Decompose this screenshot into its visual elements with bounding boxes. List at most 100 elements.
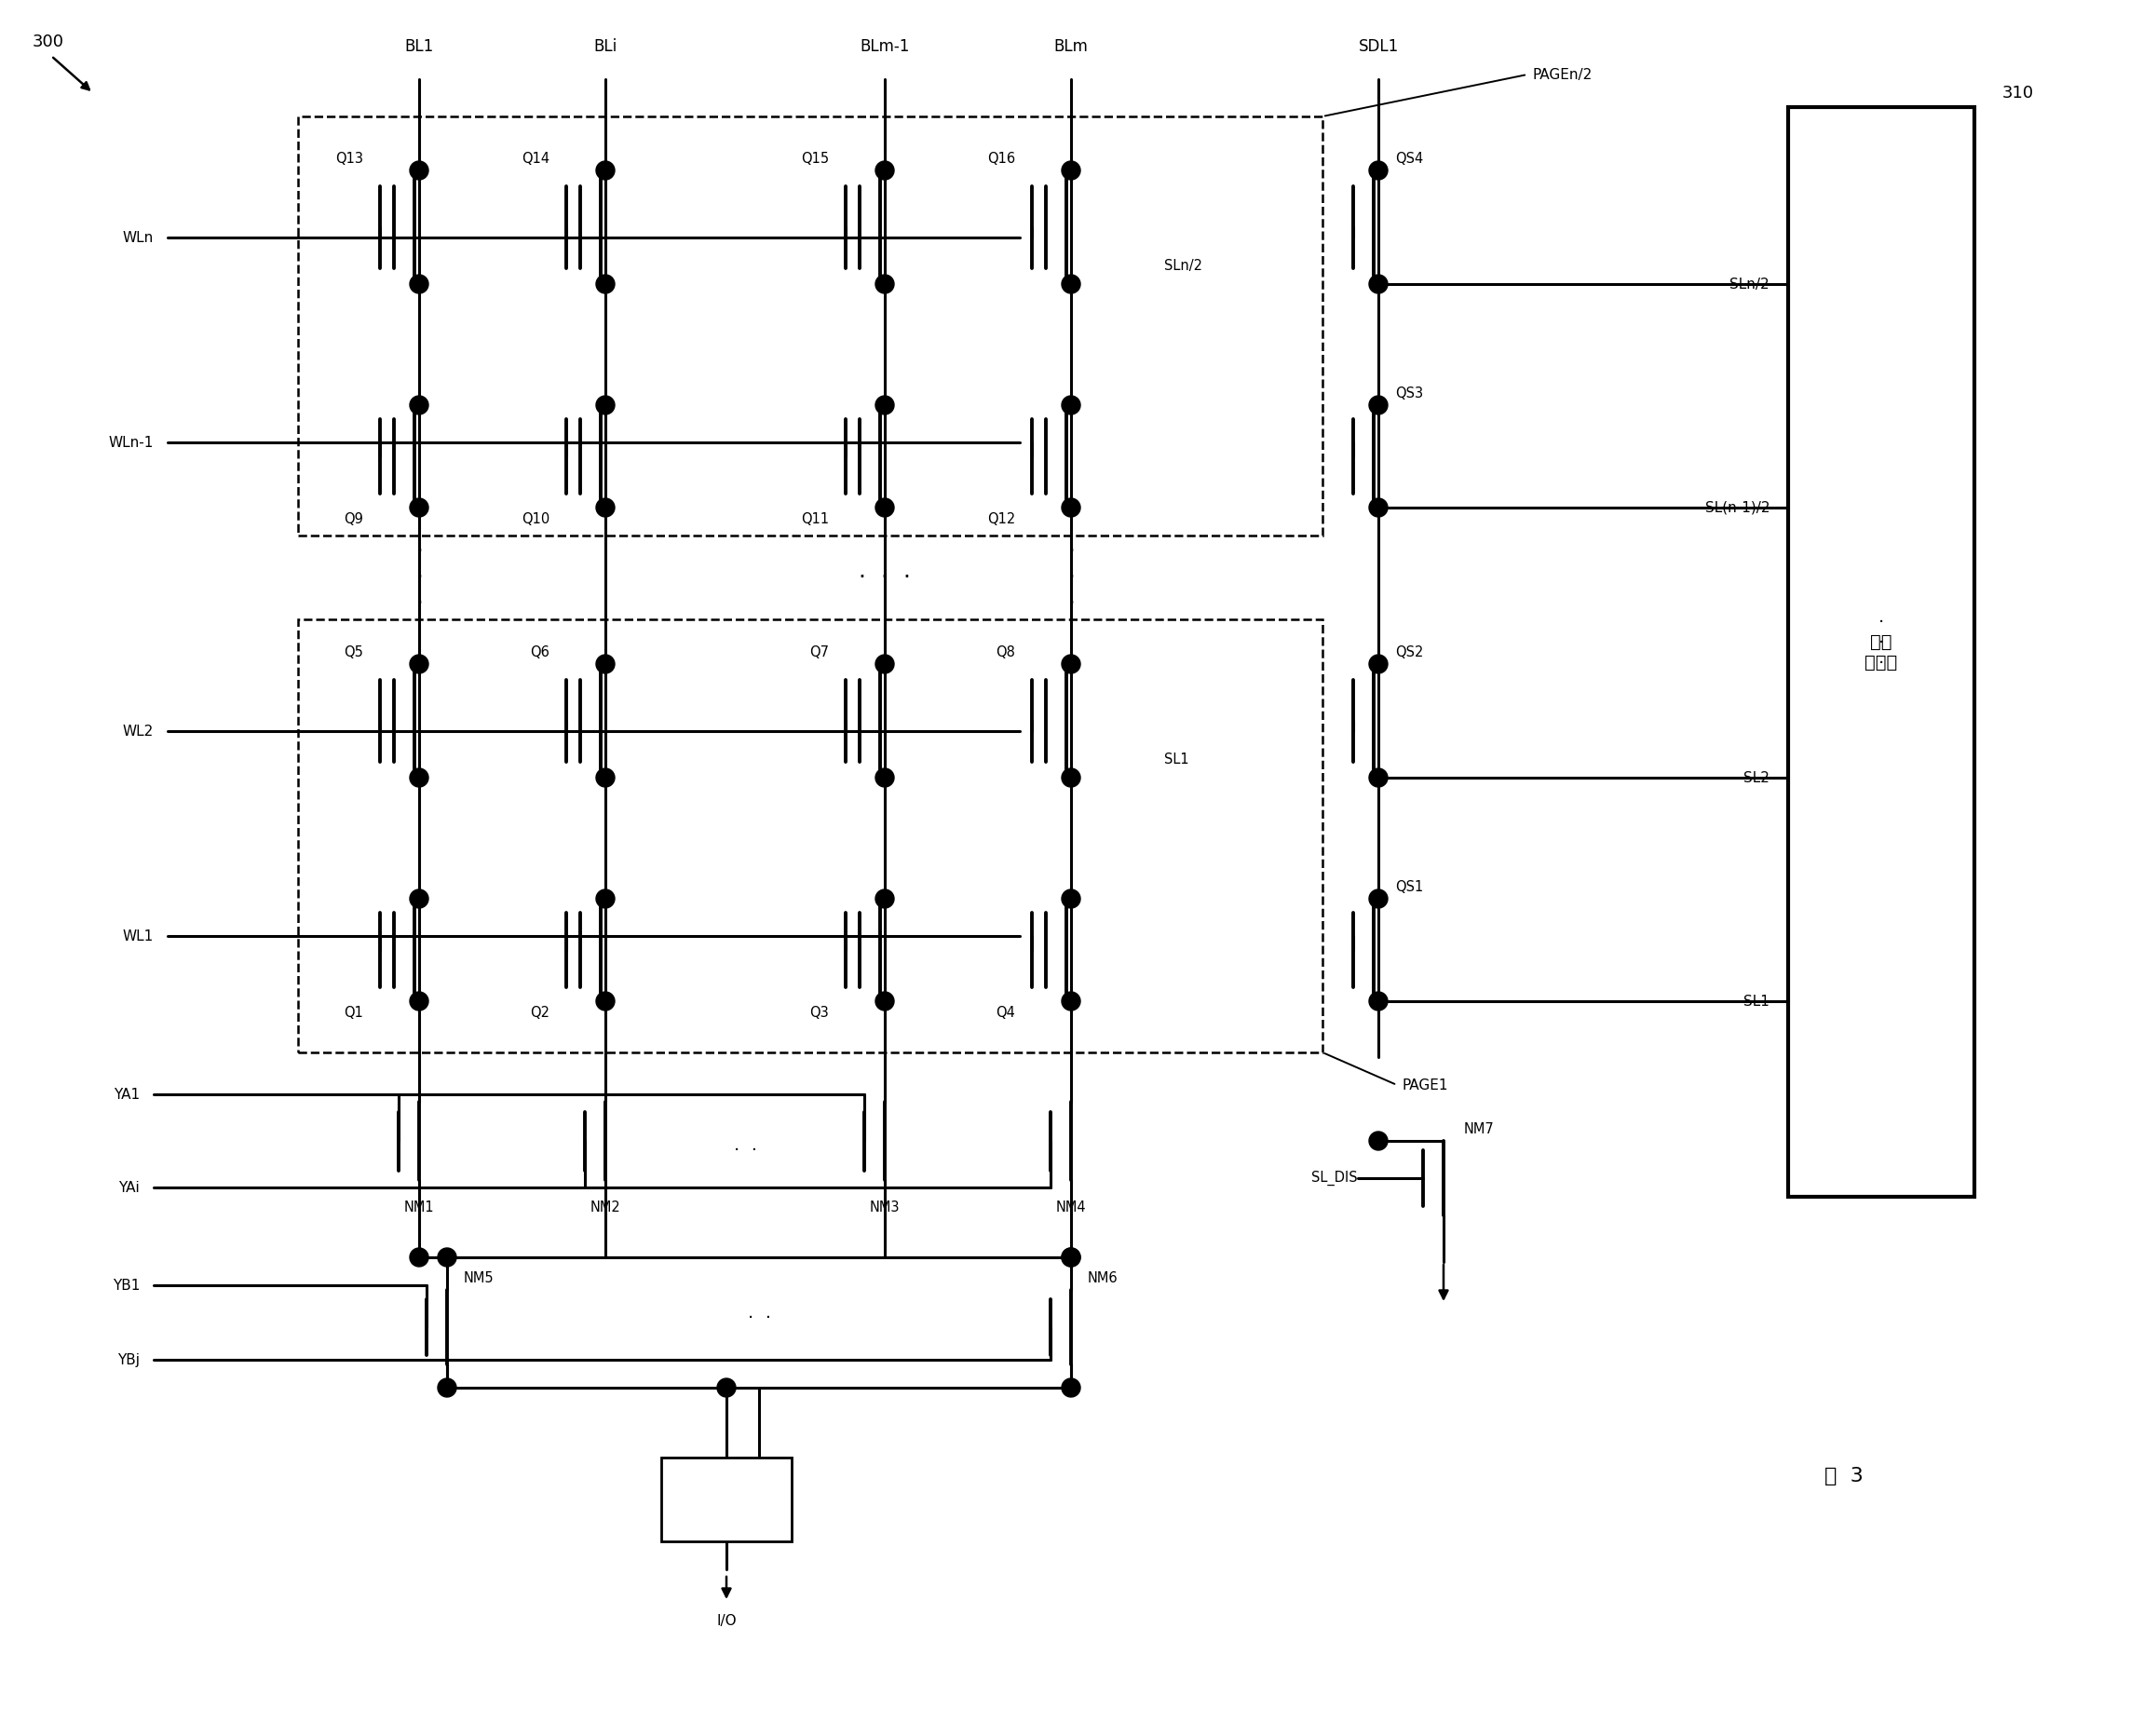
Circle shape	[875, 161, 895, 179]
Circle shape	[595, 889, 614, 907]
Circle shape	[1369, 889, 1388, 907]
Text: NM5: NM5	[464, 1271, 494, 1285]
Text: NM4: NM4	[1056, 1200, 1087, 1215]
Text: ·
·
·: · · ·	[1878, 614, 1884, 672]
Text: Q13: Q13	[336, 152, 362, 166]
Circle shape	[1061, 1248, 1080, 1266]
Text: Q5: Q5	[343, 646, 362, 660]
Circle shape	[595, 991, 614, 1010]
Circle shape	[875, 275, 895, 294]
Text: BL1: BL1	[405, 38, 433, 55]
Text: PAGE1: PAGE1	[1401, 1078, 1447, 1092]
Circle shape	[410, 769, 429, 786]
Circle shape	[595, 499, 614, 516]
Text: 图  3: 图 3	[1824, 1466, 1863, 1485]
Text: BLm-1: BLm-1	[860, 38, 910, 55]
Text: Q16: Q16	[987, 152, 1015, 166]
Circle shape	[595, 161, 614, 179]
Text: Q12: Q12	[987, 513, 1015, 526]
Circle shape	[1061, 396, 1080, 415]
Circle shape	[438, 1379, 457, 1396]
Circle shape	[595, 396, 614, 415]
Text: I/O: I/O	[716, 1613, 737, 1627]
Bar	[298, 116, 1322, 535]
Circle shape	[875, 991, 895, 1010]
Circle shape	[1369, 499, 1388, 516]
Circle shape	[410, 655, 429, 673]
Text: Q2: Q2	[530, 1007, 550, 1020]
Circle shape	[1061, 275, 1080, 294]
Text: Q11: Q11	[800, 513, 828, 526]
Text: Q7: Q7	[808, 646, 828, 660]
Text: NM6: NM6	[1089, 1271, 1119, 1285]
Text: SDL1: SDL1	[1358, 38, 1399, 55]
Text: NM7: NM7	[1464, 1123, 1494, 1136]
Bar	[662, 1458, 791, 1542]
Text: Q14: Q14	[522, 152, 550, 166]
Text: WL1: WL1	[123, 930, 153, 943]
Circle shape	[410, 991, 429, 1010]
Circle shape	[1061, 161, 1080, 179]
Circle shape	[1061, 991, 1080, 1010]
Text: ·
·
·: · · ·	[416, 540, 423, 615]
Text: 310: 310	[2003, 85, 2033, 101]
Text: BLm: BLm	[1054, 38, 1089, 55]
Text: Q8: Q8	[996, 646, 1015, 660]
Text: YBj: YBj	[116, 1354, 140, 1367]
Circle shape	[875, 889, 895, 907]
Circle shape	[1061, 769, 1080, 786]
Text: SLn/2: SLn/2	[1729, 277, 1770, 291]
Bar	[298, 619, 1322, 1053]
Text: QS2: QS2	[1395, 646, 1423, 660]
Circle shape	[1369, 1131, 1388, 1150]
Circle shape	[875, 499, 895, 516]
Circle shape	[1369, 161, 1388, 179]
Text: YAi: YAi	[119, 1181, 140, 1195]
Circle shape	[410, 396, 429, 415]
Circle shape	[718, 1379, 735, 1396]
Circle shape	[1369, 396, 1388, 415]
Text: S/A: S/A	[714, 1492, 737, 1506]
Text: YB1: YB1	[112, 1278, 140, 1292]
Circle shape	[410, 1248, 429, 1266]
Circle shape	[1061, 499, 1080, 516]
Circle shape	[875, 769, 895, 786]
Text: SLn/2: SLn/2	[1164, 258, 1203, 273]
Circle shape	[410, 161, 429, 179]
Circle shape	[875, 396, 895, 415]
Circle shape	[1369, 769, 1388, 786]
Circle shape	[438, 1248, 457, 1266]
Circle shape	[1061, 889, 1080, 907]
Circle shape	[1369, 655, 1388, 673]
Text: SL_DIS: SL_DIS	[1311, 1171, 1358, 1186]
Text: 300: 300	[32, 34, 65, 50]
Circle shape	[595, 275, 614, 294]
Circle shape	[1061, 1248, 1080, 1266]
Circle shape	[1061, 655, 1080, 673]
Text: Q3: Q3	[808, 1007, 828, 1020]
Text: SL(n-1)/2: SL(n-1)/2	[1705, 501, 1770, 514]
Text: WL2: WL2	[123, 725, 153, 738]
Circle shape	[1369, 991, 1388, 1010]
Text: 源线
解码器: 源线 解码器	[1865, 632, 1897, 672]
Circle shape	[595, 769, 614, 786]
Text: SL1: SL1	[1744, 995, 1770, 1008]
Text: ·  ·: · ·	[733, 1142, 757, 1159]
Text: NM1: NM1	[403, 1200, 433, 1215]
Text: Q10: Q10	[522, 513, 550, 526]
Text: NM3: NM3	[869, 1200, 899, 1215]
Text: Q4: Q4	[996, 1007, 1015, 1020]
Circle shape	[875, 655, 895, 673]
Circle shape	[595, 655, 614, 673]
Text: Q9: Q9	[343, 513, 362, 526]
Text: WLn: WLn	[123, 231, 153, 244]
Circle shape	[410, 889, 429, 907]
Text: ·  ·  ·: · · ·	[858, 566, 910, 588]
Text: NM2: NM2	[591, 1200, 621, 1215]
Text: Q15: Q15	[800, 152, 828, 166]
Bar	[1787, 108, 1975, 1196]
Text: ·
·
·: · · ·	[1067, 540, 1074, 615]
Text: WLn-1: WLn-1	[108, 436, 153, 449]
Text: SL1: SL1	[1164, 752, 1188, 767]
Text: QS4: QS4	[1395, 152, 1423, 166]
